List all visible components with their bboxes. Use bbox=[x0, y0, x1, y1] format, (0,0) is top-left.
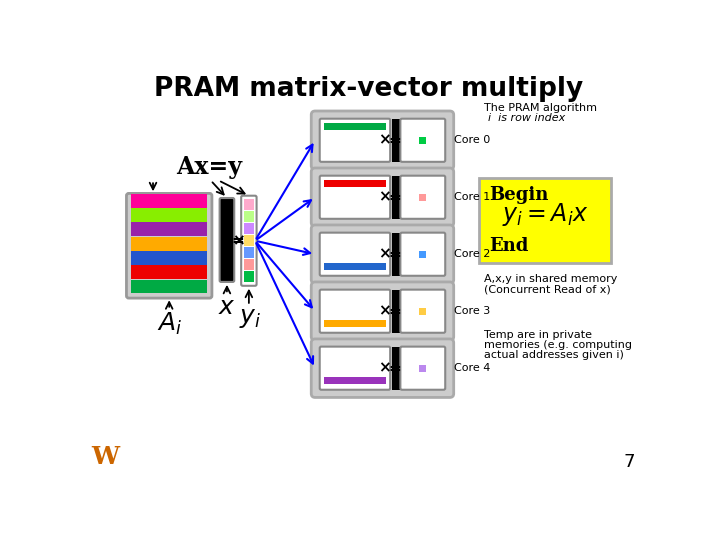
Text: ×: × bbox=[378, 247, 390, 262]
Bar bbox=[131, 280, 207, 294]
Text: Core 4: Core 4 bbox=[454, 363, 490, 373]
FancyBboxPatch shape bbox=[311, 225, 454, 284]
Bar bbox=[131, 237, 207, 251]
Text: W: W bbox=[91, 446, 120, 469]
FancyBboxPatch shape bbox=[311, 111, 454, 170]
Bar bbox=[419, 251, 426, 258]
Bar bbox=[131, 222, 207, 237]
Text: Core 2: Core 2 bbox=[454, 249, 490, 259]
Text: =: = bbox=[231, 233, 243, 248]
Bar bbox=[244, 235, 253, 246]
FancyBboxPatch shape bbox=[400, 119, 445, 162]
Bar bbox=[323, 262, 387, 269]
Text: $y_i=A_ix$: $y_i=A_ix$ bbox=[502, 201, 588, 228]
Bar bbox=[131, 265, 207, 279]
Text: ×: × bbox=[378, 361, 390, 376]
FancyBboxPatch shape bbox=[400, 176, 445, 219]
FancyBboxPatch shape bbox=[479, 178, 611, 264]
FancyBboxPatch shape bbox=[320, 289, 390, 333]
Bar bbox=[244, 259, 253, 270]
FancyBboxPatch shape bbox=[311, 282, 454, 340]
Bar bbox=[419, 194, 426, 201]
FancyBboxPatch shape bbox=[127, 193, 212, 298]
Bar bbox=[131, 194, 207, 208]
FancyBboxPatch shape bbox=[400, 347, 445, 390]
Text: =: = bbox=[389, 303, 401, 319]
FancyBboxPatch shape bbox=[311, 168, 454, 226]
Bar bbox=[419, 308, 426, 315]
Text: memories (e.g. computing: memories (e.g. computing bbox=[485, 340, 632, 350]
Bar bbox=[323, 123, 387, 130]
Bar bbox=[392, 347, 400, 390]
Text: i  is row index: i is row index bbox=[487, 113, 564, 123]
FancyBboxPatch shape bbox=[400, 233, 445, 276]
Bar bbox=[392, 176, 400, 219]
Bar bbox=[131, 251, 207, 265]
Text: Core 3: Core 3 bbox=[454, 306, 490, 316]
FancyBboxPatch shape bbox=[320, 347, 390, 390]
Bar bbox=[244, 223, 253, 234]
Bar bbox=[244, 199, 253, 210]
Text: Temp are in private: Temp are in private bbox=[485, 330, 593, 340]
FancyBboxPatch shape bbox=[320, 233, 390, 276]
Text: actual addresses given i): actual addresses given i) bbox=[485, 350, 624, 361]
FancyBboxPatch shape bbox=[311, 339, 454, 397]
Bar bbox=[419, 137, 426, 144]
Bar bbox=[323, 377, 387, 384]
Text: ×: × bbox=[378, 303, 390, 319]
Text: =: = bbox=[389, 190, 401, 205]
Bar bbox=[323, 180, 387, 187]
Bar bbox=[244, 247, 253, 258]
FancyBboxPatch shape bbox=[220, 198, 234, 282]
Text: A,x,y in shared memory: A,x,y in shared memory bbox=[485, 274, 618, 284]
Bar bbox=[392, 119, 400, 162]
Bar bbox=[244, 271, 253, 282]
Text: Core 1: Core 1 bbox=[454, 192, 490, 202]
Text: =: = bbox=[389, 133, 401, 148]
Text: =: = bbox=[389, 361, 401, 376]
Text: (Concurrent Read of x): (Concurrent Read of x) bbox=[485, 284, 611, 294]
Text: $A_i$: $A_i$ bbox=[156, 311, 181, 338]
Text: The PRAM algorithm: The PRAM algorithm bbox=[485, 103, 598, 113]
Text: ×: × bbox=[378, 133, 390, 148]
Text: Begin: Begin bbox=[489, 186, 549, 205]
Bar bbox=[244, 211, 253, 222]
Text: 7: 7 bbox=[624, 454, 636, 471]
FancyBboxPatch shape bbox=[320, 176, 390, 219]
Text: Core 0: Core 0 bbox=[454, 135, 490, 145]
FancyBboxPatch shape bbox=[241, 195, 256, 286]
Bar bbox=[392, 289, 400, 333]
Text: PRAM matrix-vector multiply: PRAM matrix-vector multiply bbox=[154, 76, 584, 103]
Text: $x$: $x$ bbox=[218, 296, 235, 319]
Text: End: End bbox=[489, 237, 528, 255]
Text: ×: × bbox=[378, 190, 390, 205]
Bar bbox=[392, 233, 400, 276]
Text: $y_i$: $y_i$ bbox=[239, 307, 261, 330]
Bar bbox=[323, 320, 387, 327]
FancyBboxPatch shape bbox=[400, 289, 445, 333]
Text: Ax=y: Ax=y bbox=[176, 155, 242, 179]
Bar bbox=[131, 208, 207, 222]
Text: =: = bbox=[389, 247, 401, 262]
Text: ×: × bbox=[232, 233, 245, 248]
FancyBboxPatch shape bbox=[320, 119, 390, 162]
Bar bbox=[419, 364, 426, 372]
